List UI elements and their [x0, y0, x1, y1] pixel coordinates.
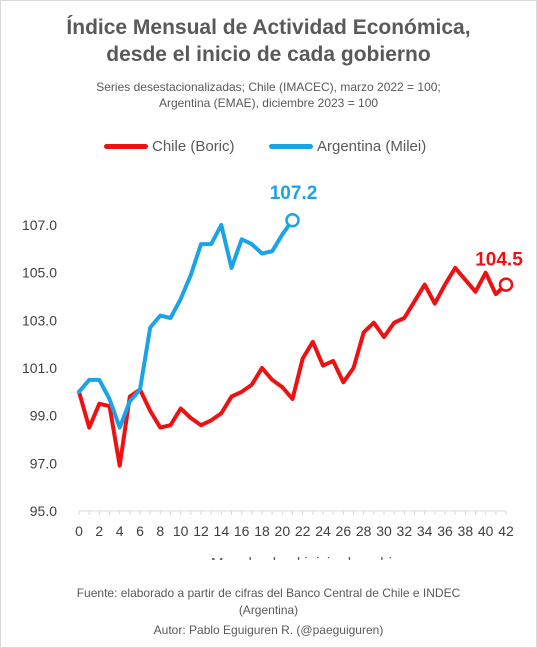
source-line2: (Argentina) — [238, 603, 299, 617]
legend-label-argentina: Argentina (Milei) — [317, 137, 427, 155]
y-tick-label: 105.0 — [22, 265, 57, 281]
y-tick-label: 97.0 — [30, 455, 57, 471]
x-tick-label: 42 — [498, 523, 514, 539]
x-tick-label: 14 — [214, 523, 230, 539]
x-tick-label: 4 — [116, 523, 124, 539]
x-tick-label: 28 — [356, 523, 372, 539]
series-end-marker-chile — [498, 277, 514, 292]
author-credit: Autor: Pablo Eguiguren R. (@paeguiguren) — [153, 623, 384, 637]
x-axis-title: Mes desde el inicio de gobierno — [211, 555, 422, 560]
x-tick-label: 30 — [376, 523, 392, 539]
y-tick-label: 103.0 — [22, 312, 57, 328]
y-tick-label: 95.0 — [30, 503, 57, 519]
x-tick-label: 6 — [136, 523, 144, 539]
x-tick-label: 40 — [478, 523, 494, 539]
series-line-argentina — [77, 218, 295, 430]
x-tick-label: 32 — [397, 523, 413, 539]
x-tick-label: 38 — [458, 523, 474, 539]
y-tick-label: 107.0 — [22, 217, 57, 233]
x-tick-label: 16 — [234, 523, 250, 539]
x-tick-label: 36 — [437, 523, 453, 539]
legend-item-argentina: Argentina (Milei) — [269, 136, 426, 156]
y-tick-label: 99.0 — [30, 408, 57, 424]
x-tick-label: 24 — [315, 523, 331, 539]
series-end-label-argentina: 107.2 — [270, 183, 318, 204]
chart-title-line1: Índice Mensual de Actividad Económica, — [66, 16, 471, 39]
series-end-marker-argentina — [285, 212, 300, 228]
x-tick-label: 26 — [336, 523, 352, 539]
chart-title-line2: desde el inicio de cada gobierno — [106, 43, 431, 66]
x-tick-label: 12 — [193, 523, 209, 539]
series-line-chile — [77, 265, 508, 468]
legend-label-chile: Chile (Boric) — [152, 137, 235, 155]
x-tick-label: 22 — [295, 523, 311, 539]
chart-subtitle-line2: Argentina (EMAE), diciembre 2023 = 100 — [158, 96, 379, 110]
chart-subtitle-line1: Series desestacionalizadas; Chile (IMACE… — [96, 80, 441, 94]
series-end-label-chile: 104.5 — [475, 250, 523, 271]
x-tick-label: 2 — [95, 523, 103, 539]
x-tick-label: 0 — [75, 523, 83, 539]
legend-swatch-argentina — [269, 143, 313, 149]
legend-item-chile: Chile (Boric) — [104, 136, 235, 156]
chart-plot-area: 0 2 4 6 8 10 12 14 16 18 20 22 24 26 28 30 32 34 36 38 40 429… — [22, 183, 523, 560]
legend-swatch-chile — [104, 143, 148, 149]
x-tick-label: 20 — [275, 523, 291, 539]
source-line1: Fuente: elaborado a partir de cifras del… — [76, 586, 461, 600]
x-tick-label: 34 — [417, 523, 433, 539]
x-tick-label: 8 — [156, 523, 164, 539]
x-tick-label: 18 — [254, 523, 270, 539]
x-tick-label: 10 — [173, 523, 189, 539]
y-tick-label: 101.0 — [22, 360, 57, 376]
